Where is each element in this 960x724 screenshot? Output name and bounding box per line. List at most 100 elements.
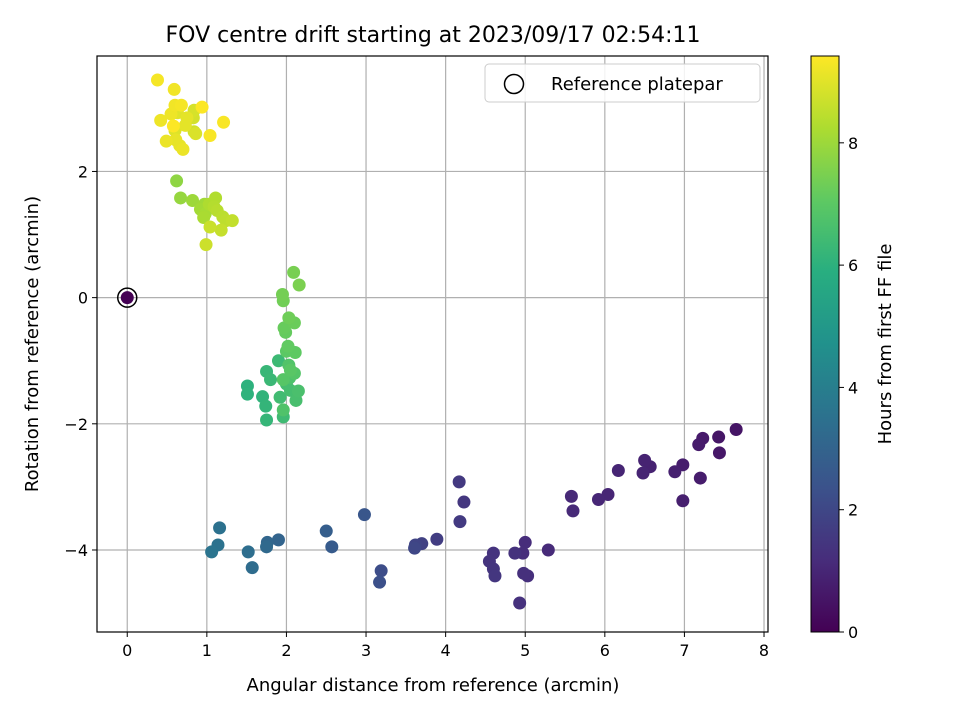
data-point <box>325 540 339 554</box>
data-point <box>591 493 605 507</box>
data-point <box>517 566 531 580</box>
data-point <box>282 311 296 325</box>
data-point <box>357 508 371 522</box>
colorbar-tick-label: 0 <box>848 623 858 642</box>
data-point <box>203 128 217 142</box>
data-point <box>166 119 180 133</box>
x-tick-label: 6 <box>600 641 610 660</box>
data-point <box>154 113 168 127</box>
data-point <box>277 321 291 335</box>
data-point <box>430 532 444 546</box>
colorbar-tick-label: 4 <box>848 378 858 397</box>
data-point <box>488 569 502 583</box>
data-point <box>241 545 255 559</box>
data-point <box>287 265 301 279</box>
colorbar-tick-label: 8 <box>848 134 858 153</box>
data-point <box>281 339 295 353</box>
y-tick-label: −2 <box>64 415 88 434</box>
colorbar-ticks: 0 2 4 6 8 <box>839 134 858 642</box>
data-point <box>566 504 580 518</box>
data-point <box>601 487 615 501</box>
data-point <box>225 214 239 228</box>
data-point <box>186 193 200 207</box>
y-axis-ticks: −4 −2 0 2 <box>64 162 97 560</box>
data-point <box>275 287 289 301</box>
x-axis-ticks: 0 1 2 3 4 5 6 7 8 <box>122 632 769 660</box>
chart-title: FOV centre drift starting at 2023/09/17 … <box>166 23 701 48</box>
data-point <box>264 373 278 387</box>
y-tick-label: 0 <box>78 289 88 308</box>
data-point <box>638 453 652 467</box>
data-point <box>292 278 306 292</box>
y-tick-label: −4 <box>64 541 88 560</box>
x-tick-label: 5 <box>520 641 530 660</box>
data-point <box>276 403 290 417</box>
data-point <box>611 463 625 477</box>
data-points <box>150 73 743 610</box>
data-point <box>260 540 274 554</box>
reference-platepar-marker <box>116 287 138 308</box>
x-tick-label: 4 <box>441 641 451 660</box>
colorbar-tick-label: 2 <box>848 501 858 520</box>
reference-marker-layer <box>116 287 138 308</box>
data-point <box>283 363 297 377</box>
data-point <box>170 174 184 188</box>
data-point <box>564 489 578 503</box>
y-tick-label: 2 <box>78 162 88 181</box>
data-point <box>453 515 467 529</box>
data-point <box>541 543 555 557</box>
data-point <box>452 475 466 489</box>
y-axis-label: Rotation from reference (arcmin) <box>22 196 43 492</box>
data-point <box>457 495 471 509</box>
data-point <box>273 390 287 404</box>
x-tick-label: 0 <box>122 641 132 660</box>
x-tick-label: 3 <box>361 641 371 660</box>
data-point <box>729 422 743 436</box>
gridlines <box>97 56 768 632</box>
data-point <box>408 541 422 555</box>
data-point <box>203 220 217 234</box>
data-point <box>195 100 209 114</box>
data-point <box>240 387 254 401</box>
legend-box <box>484 63 761 103</box>
colorbar-gradient <box>810 55 840 633</box>
data-point <box>668 465 682 479</box>
colorbar-label: Hours from first FF file <box>875 244 896 445</box>
data-point <box>167 82 181 96</box>
data-point <box>197 211 211 225</box>
data-point <box>245 561 259 575</box>
data-point <box>150 73 164 87</box>
data-point <box>217 115 231 129</box>
data-point <box>374 564 388 578</box>
data-point <box>213 521 227 535</box>
data-point <box>636 466 650 480</box>
colorbar-tick-label: 6 <box>848 256 858 275</box>
data-point <box>178 118 192 132</box>
data-point <box>260 413 274 427</box>
colorbar: 0 2 4 6 8 Hours from first FF file <box>810 55 896 642</box>
data-point <box>199 238 213 252</box>
x-tick-label: 2 <box>281 641 291 660</box>
data-point <box>205 545 219 559</box>
data-point <box>712 430 726 444</box>
data-point <box>508 546 522 560</box>
data-point <box>174 191 188 205</box>
data-point <box>319 524 333 538</box>
data-point <box>518 535 532 549</box>
plot-frame <box>96 55 769 633</box>
data-point <box>214 223 228 237</box>
reference-data-point <box>120 291 134 305</box>
legend: Reference platepar <box>484 63 761 103</box>
x-tick-label: 1 <box>202 641 212 660</box>
data-point <box>276 373 290 387</box>
data-point <box>189 127 203 141</box>
x-tick-label: 8 <box>759 641 769 660</box>
data-point <box>693 471 707 485</box>
legend-open-circle-icon <box>503 73 525 95</box>
data-point <box>259 399 273 413</box>
data-point <box>712 446 726 460</box>
data-point <box>271 354 285 368</box>
data-point <box>676 494 690 508</box>
